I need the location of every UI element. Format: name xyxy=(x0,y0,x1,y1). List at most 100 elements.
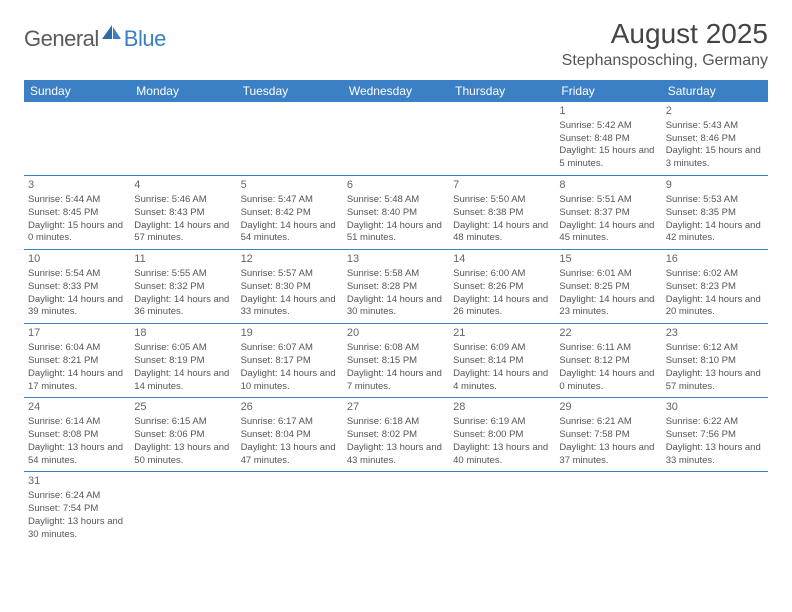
daylight-text: Daylight: 13 hours and 40 minutes. xyxy=(453,442,551,468)
daylight-text: Daylight: 13 hours and 54 minutes. xyxy=(28,442,126,468)
day-number: 22 xyxy=(559,326,657,341)
calendar-day-cell: 27Sunrise: 6:18 AMSunset: 8:02 PMDayligh… xyxy=(343,398,449,472)
sunset-text: Sunset: 8:02 PM xyxy=(347,429,445,442)
weekday-header: Monday xyxy=(130,80,236,102)
calendar-day-cell: 24Sunrise: 6:14 AMSunset: 8:08 PMDayligh… xyxy=(24,398,130,472)
calendar-empty-cell xyxy=(130,102,236,176)
day-number: 15 xyxy=(559,252,657,267)
day-number: 2 xyxy=(666,104,764,119)
sunset-text: Sunset: 8:38 PM xyxy=(453,207,551,220)
calendar-day-cell: 22Sunrise: 6:11 AMSunset: 8:12 PMDayligh… xyxy=(555,324,661,398)
day-number: 12 xyxy=(241,252,339,267)
sunset-text: Sunset: 8:06 PM xyxy=(134,429,232,442)
calendar-empty-cell xyxy=(130,472,236,546)
day-number: 29 xyxy=(559,400,657,415)
weekday-header: Friday xyxy=(555,80,661,102)
logo-text-blue: Blue xyxy=(124,26,166,52)
sunrise-text: Sunrise: 6:00 AM xyxy=(453,268,551,281)
sunrise-text: Sunrise: 6:08 AM xyxy=(347,342,445,355)
sunrise-text: Sunrise: 5:44 AM xyxy=(28,194,126,207)
sunrise-text: Sunrise: 6:07 AM xyxy=(241,342,339,355)
sunrise-text: Sunrise: 6:01 AM xyxy=(559,268,657,281)
sunset-text: Sunset: 8:48 PM xyxy=(559,133,657,146)
sunset-text: Sunset: 8:00 PM xyxy=(453,429,551,442)
day-number: 21 xyxy=(453,326,551,341)
logo-text-general: General xyxy=(24,26,99,52)
daylight-text: Daylight: 13 hours and 47 minutes. xyxy=(241,442,339,468)
calendar-day-cell: 28Sunrise: 6:19 AMSunset: 8:00 PMDayligh… xyxy=(449,398,555,472)
sunset-text: Sunset: 8:25 PM xyxy=(559,281,657,294)
calendar-day-cell: 10Sunrise: 5:54 AMSunset: 8:33 PMDayligh… xyxy=(24,250,130,324)
daylight-text: Daylight: 14 hours and 39 minutes. xyxy=(28,294,126,320)
daylight-text: Daylight: 14 hours and 54 minutes. xyxy=(241,220,339,246)
daylight-text: Daylight: 14 hours and 36 minutes. xyxy=(134,294,232,320)
sunrise-text: Sunrise: 5:42 AM xyxy=(559,120,657,133)
calendar-day-cell: 21Sunrise: 6:09 AMSunset: 8:14 PMDayligh… xyxy=(449,324,555,398)
calendar-day-cell: 25Sunrise: 6:15 AMSunset: 8:06 PMDayligh… xyxy=(130,398,236,472)
day-number: 23 xyxy=(666,326,764,341)
sunrise-text: Sunrise: 6:24 AM xyxy=(28,490,126,503)
sail-icon xyxy=(101,24,123,45)
sunrise-text: Sunrise: 5:43 AM xyxy=(666,120,764,133)
day-number: 4 xyxy=(134,178,232,193)
calendar-day-cell: 30Sunrise: 6:22 AMSunset: 7:56 PMDayligh… xyxy=(662,398,768,472)
sunrise-text: Sunrise: 5:55 AM xyxy=(134,268,232,281)
sunrise-text: Sunrise: 6:19 AM xyxy=(453,416,551,429)
day-number: 9 xyxy=(666,178,764,193)
sunrise-text: Sunrise: 6:05 AM xyxy=(134,342,232,355)
calendar-empty-cell xyxy=(343,472,449,546)
calendar-day-cell: 16Sunrise: 6:02 AMSunset: 8:23 PMDayligh… xyxy=(662,250,768,324)
calendar-day-cell: 13Sunrise: 5:58 AMSunset: 8:28 PMDayligh… xyxy=(343,250,449,324)
daylight-text: Daylight: 14 hours and 48 minutes. xyxy=(453,220,551,246)
calendar-day-cell: 8Sunrise: 5:51 AMSunset: 8:37 PMDaylight… xyxy=(555,176,661,250)
calendar-day-cell: 3Sunrise: 5:44 AMSunset: 8:45 PMDaylight… xyxy=(24,176,130,250)
sunrise-text: Sunrise: 5:58 AM xyxy=(347,268,445,281)
sunrise-text: Sunrise: 6:14 AM xyxy=(28,416,126,429)
daylight-text: Daylight: 14 hours and 14 minutes. xyxy=(134,368,232,394)
header: General Blue August 2025 Stephansposchin… xyxy=(24,18,768,70)
calendar-day-cell: 9Sunrise: 5:53 AMSunset: 8:35 PMDaylight… xyxy=(662,176,768,250)
sunset-text: Sunset: 8:40 PM xyxy=(347,207,445,220)
calendar-day-cell: 29Sunrise: 6:21 AMSunset: 7:58 PMDayligh… xyxy=(555,398,661,472)
daylight-text: Daylight: 13 hours and 50 minutes. xyxy=(134,442,232,468)
daylight-text: Daylight: 14 hours and 26 minutes. xyxy=(453,294,551,320)
calendar-day-cell: 12Sunrise: 5:57 AMSunset: 8:30 PMDayligh… xyxy=(237,250,343,324)
sunset-text: Sunset: 8:43 PM xyxy=(134,207,232,220)
day-number: 7 xyxy=(453,178,551,193)
day-number: 19 xyxy=(241,326,339,341)
calendar-day-cell: 15Sunrise: 6:01 AMSunset: 8:25 PMDayligh… xyxy=(555,250,661,324)
daylight-text: Daylight: 14 hours and 45 minutes. xyxy=(559,220,657,246)
day-number: 3 xyxy=(28,178,126,193)
day-number: 11 xyxy=(134,252,232,267)
sunset-text: Sunset: 8:15 PM xyxy=(347,355,445,368)
location: Stephansposching, Germany xyxy=(562,52,768,70)
weekday-header: Thursday xyxy=(449,80,555,102)
calendar-week-row: 3Sunrise: 5:44 AMSunset: 8:45 PMDaylight… xyxy=(24,176,768,250)
day-number: 8 xyxy=(559,178,657,193)
sunset-text: Sunset: 8:23 PM xyxy=(666,281,764,294)
sunset-text: Sunset: 8:19 PM xyxy=(134,355,232,368)
daylight-text: Daylight: 15 hours and 0 minutes. xyxy=(28,220,126,246)
calendar-day-cell: 1Sunrise: 5:42 AMSunset: 8:48 PMDaylight… xyxy=(555,102,661,176)
sunrise-text: Sunrise: 6:04 AM xyxy=(28,342,126,355)
sunrise-text: Sunrise: 5:46 AM xyxy=(134,194,232,207)
calendar-empty-cell xyxy=(555,472,661,546)
daylight-text: Daylight: 14 hours and 10 minutes. xyxy=(241,368,339,394)
day-number: 27 xyxy=(347,400,445,415)
day-number: 30 xyxy=(666,400,764,415)
sunrise-text: Sunrise: 6:17 AM xyxy=(241,416,339,429)
calendar-day-cell: 26Sunrise: 6:17 AMSunset: 8:04 PMDayligh… xyxy=(237,398,343,472)
calendar-week-row: 24Sunrise: 6:14 AMSunset: 8:08 PMDayligh… xyxy=(24,398,768,472)
sunset-text: Sunset: 7:54 PM xyxy=(28,503,126,516)
calendar-empty-cell xyxy=(237,102,343,176)
sunrise-text: Sunrise: 5:48 AM xyxy=(347,194,445,207)
sunrise-text: Sunrise: 5:57 AM xyxy=(241,268,339,281)
calendar-day-cell: 17Sunrise: 6:04 AMSunset: 8:21 PMDayligh… xyxy=(24,324,130,398)
daylight-text: Daylight: 14 hours and 0 minutes. xyxy=(559,368,657,394)
daylight-text: Daylight: 14 hours and 23 minutes. xyxy=(559,294,657,320)
daylight-text: Daylight: 15 hours and 3 minutes. xyxy=(666,145,764,171)
daylight-text: Daylight: 14 hours and 30 minutes. xyxy=(347,294,445,320)
sunrise-text: Sunrise: 6:02 AM xyxy=(666,268,764,281)
sunrise-text: Sunrise: 6:11 AM xyxy=(559,342,657,355)
calendar-empty-cell xyxy=(237,472,343,546)
